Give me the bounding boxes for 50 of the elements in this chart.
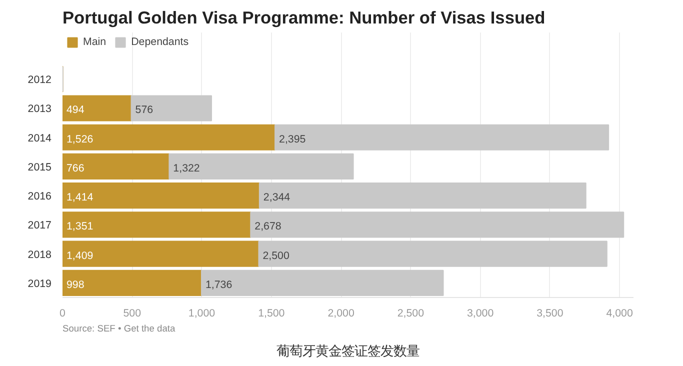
y-tick-label: 2018 <box>28 248 52 261</box>
bar <box>62 124 276 150</box>
x-tick-label: 2,000 <box>328 308 354 320</box>
data-label: 576 <box>135 104 154 116</box>
legend-label: Main <box>83 36 106 48</box>
x-tick-label: 3,000 <box>466 308 494 320</box>
data-label: 494 <box>66 104 84 116</box>
y-tick-label: 2012 <box>28 74 52 86</box>
bar <box>62 240 260 267</box>
text: 葡萄牙黄金签证签发数量 <box>276 344 420 360</box>
source-note: Source: SEF • Get the data <box>62 324 176 334</box>
data-label: 2,395 <box>279 133 306 146</box>
bar <box>62 212 252 238</box>
bar <box>258 182 586 209</box>
bar <box>274 124 610 150</box>
legend-label: Dependants <box>131 36 189 48</box>
x-tick-label: 1,000 <box>188 308 216 320</box>
x-tick-label: 1,500 <box>258 308 285 320</box>
bar <box>258 240 608 267</box>
data-label: 766 <box>66 162 84 174</box>
x-tick-label: 0 <box>60 308 66 320</box>
data-label: 998 <box>66 278 84 291</box>
y-tick-label: 2013 <box>28 103 52 116</box>
data-label: 1,526 <box>66 133 94 146</box>
data-label: 2,500 <box>262 250 290 262</box>
data-label: 1,322 <box>173 162 200 174</box>
bar <box>62 182 260 209</box>
data-label: 1,409 <box>66 250 94 262</box>
bar <box>62 270 202 296</box>
bar <box>62 153 170 180</box>
x-tick-label: 3,500 <box>536 308 564 320</box>
data-label: 2,678 <box>254 220 282 233</box>
data-label: 1,736 <box>205 278 232 291</box>
y-tick-label: 2016 <box>28 190 52 203</box>
bar <box>62 95 132 122</box>
bar <box>200 270 444 296</box>
x-tick-label: 500 <box>123 308 142 320</box>
data-label: 1,414 <box>66 192 94 204</box>
bar <box>250 212 624 238</box>
bar <box>168 153 354 180</box>
y-tick-label: 2019 <box>28 278 52 290</box>
y-tick-label: 2015 <box>28 161 52 174</box>
x-tick-label: 2,500 <box>397 308 424 320</box>
data-label: 1,351 <box>66 220 94 233</box>
x-tick-label: 4,000 <box>606 308 633 320</box>
data-label: 2,344 <box>263 192 290 204</box>
y-tick-label: 2014 <box>28 132 52 144</box>
bar <box>130 95 212 122</box>
chart-title: Portugal Golden Visa Programme: Number of Visas Issued <box>62 8 546 28</box>
y-tick-label: 2017 <box>28 220 52 232</box>
